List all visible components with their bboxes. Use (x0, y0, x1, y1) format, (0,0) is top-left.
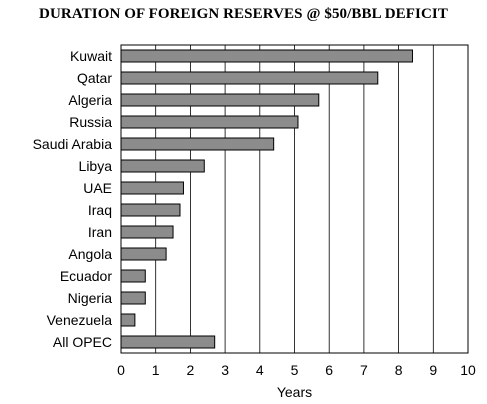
bar-ecuador (120, 269, 146, 283)
x-tick-label-0: 0 (117, 362, 125, 378)
bar-venezuela (120, 313, 136, 327)
category-label-venezuela: Venezuela (47, 312, 113, 328)
x-tick-label-7: 7 (360, 362, 368, 378)
bar-iraq (120, 203, 181, 217)
category-label-nigeria: Nigeria (68, 290, 113, 306)
category-label-uae: UAE (83, 180, 112, 196)
category-label-kuwait: Kuwait (70, 48, 112, 64)
category-label-qatar: Qatar (77, 70, 112, 86)
bars (120, 49, 413, 349)
bar-algeria (120, 93, 320, 107)
x-tick-label-9: 9 (429, 362, 437, 378)
bar-all-opec (120, 335, 216, 349)
x-tick-label-5: 5 (291, 362, 299, 378)
gridlines (155, 45, 434, 353)
bar-nigeria (120, 291, 146, 305)
category-label-all-opec: All OPEC (53, 334, 112, 350)
category-label-iraq: Iraq (88, 202, 112, 218)
x-tick-label-8: 8 (395, 362, 403, 378)
bar-kuwait (120, 49, 413, 63)
bar-libya (120, 159, 205, 173)
bar-uae (120, 181, 184, 195)
bar-saudi-arabia (120, 137, 275, 151)
category-label-angola: Angola (68, 246, 112, 262)
x-tick-label-1: 1 (152, 362, 160, 378)
x-axis-title: Years (277, 384, 312, 400)
chart-title: DURATION OF FOREIGN RESERVES @ $50/BBL D… (39, 6, 448, 22)
category-labels: Kuwait Qatar Algeria Russia Saudi Arabia Liby… (33, 48, 113, 350)
bar-russia (120, 115, 299, 129)
x-tick-labels: 0 1 2 3 4 5 6 7 8 9 10 (117, 362, 476, 378)
category-label-saudi-arabia: Saudi Arabia (33, 136, 113, 152)
category-label-libya: Libya (79, 158, 113, 174)
bar-angola (120, 247, 167, 261)
bar-qatar (120, 71, 379, 85)
category-label-iran: Iran (88, 224, 112, 240)
x-tick-label-2: 2 (187, 362, 195, 378)
plot-frame (120, 44, 469, 354)
x-tick-label-3: 3 (221, 362, 229, 378)
category-label-ecuador: Ecuador (60, 268, 112, 284)
x-tick-label-10: 10 (460, 362, 476, 378)
x-tick-label-4: 4 (256, 362, 264, 378)
x-tick-label-6: 6 (325, 362, 333, 378)
category-label-algeria: Algeria (68, 92, 112, 108)
category-label-russia: Russia (69, 114, 112, 130)
bar-iran (120, 225, 174, 239)
